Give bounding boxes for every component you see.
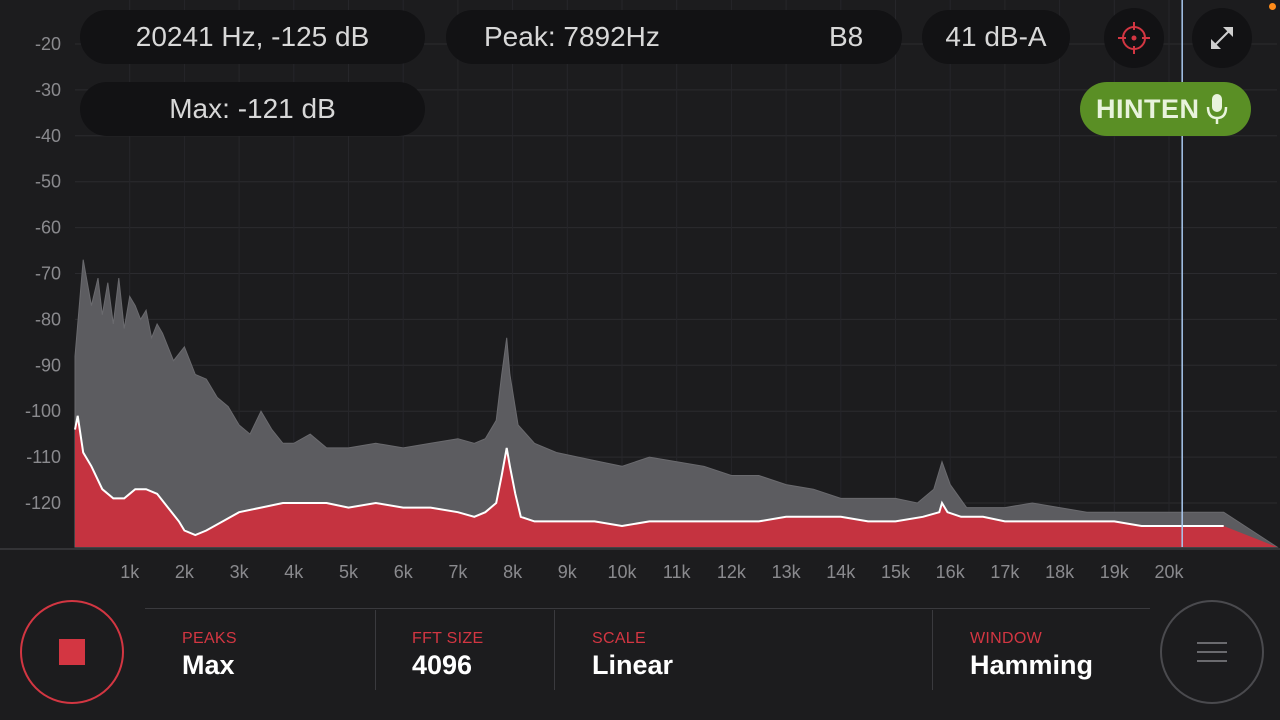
y-tick-label: -110 <box>26 447 61 467</box>
x-tick-label: 11k <box>663 562 692 582</box>
x-tick-label: 17k <box>990 562 1020 582</box>
y-tick-label: -90 <box>35 355 61 375</box>
menu-button[interactable] <box>1160 600 1264 704</box>
setting-fft-size[interactable]: FFT SIZE 4096 <box>412 630 483 681</box>
y-tick-label: -100 <box>25 401 61 421</box>
y-tick-label: -120 <box>25 493 61 513</box>
level-text: 41 dB-A <box>945 21 1047 52</box>
control-bar-divider <box>145 608 1150 609</box>
x-tick-label: 5k <box>339 562 359 582</box>
y-tick-label: -30 <box>35 80 61 100</box>
microphone-icon <box>1206 94 1227 124</box>
x-tick-label: 15k <box>881 562 911 582</box>
max-level-text: Max: -121 dB <box>169 93 336 124</box>
input-source-label: HINTEN <box>1096 93 1200 124</box>
setting-divider <box>932 610 933 690</box>
y-axis-ticks: -20 -30 -40 -50 -60 -70 -80 -90 -100 -110 -120 <box>25 34 61 513</box>
setting-value: Max <box>182 650 235 680</box>
cursor-readout-text: 20241 Hz, -125 dB <box>135 21 370 52</box>
setting-value: Hamming <box>970 650 1094 680</box>
stop-icon <box>59 639 85 665</box>
stop-button[interactable] <box>20 600 124 704</box>
x-tick-label: 12k <box>717 562 747 582</box>
peak-note-text: B8 <box>829 21 864 52</box>
setting-label: FFT SIZE <box>412 630 484 647</box>
x-tick-label: 8k <box>503 562 523 582</box>
crosshair-icon <box>1118 22 1150 54</box>
setting-value: Linear <box>592 650 674 680</box>
setting-scale[interactable]: SCALE Linear <box>592 630 673 681</box>
cursor-readout: 20241 Hz, -125 dB <box>80 10 425 64</box>
x-tick-label: 10k <box>607 562 637 582</box>
x-tick-label: 19k <box>1100 562 1130 582</box>
x-tick-label: 9k <box>558 562 578 582</box>
setting-label: SCALE <box>592 630 646 647</box>
x-axis-ticks: 1k 2k 3k 4k 5k 6k 7k 8k 9k 10k 11k 12k 13k 14k 15k 16k 1… <box>120 562 1184 582</box>
collapse-button[interactable] <box>1192 8 1252 68</box>
x-tick-label: 1k <box>120 562 140 582</box>
max-readout: Max: -121 dB <box>80 82 425 136</box>
level-readout: 41 dB-A <box>922 10 1070 64</box>
collapse-icon <box>1211 27 1233 49</box>
x-tick-label: 16k <box>936 562 966 582</box>
x-tick-label: 18k <box>1045 562 1075 582</box>
x-tick-label: 4k <box>284 562 304 582</box>
status-indicator-dot <box>1269 3 1276 10</box>
y-tick-label: -60 <box>35 218 61 238</box>
hamburger-menu-icon <box>1197 642 1227 662</box>
x-tick-label: 3k <box>230 562 250 582</box>
x-tick-label: 20k <box>1154 562 1184 582</box>
setting-divider <box>375 610 376 690</box>
live-spectrum-line <box>74 415 1224 537</box>
live-spectrum-area <box>75 415 1277 547</box>
x-tick-label: 6k <box>394 562 414 582</box>
setting-value: 4096 <box>412 650 473 680</box>
y-tick-label: -50 <box>35 172 61 192</box>
setting-divider <box>554 610 555 690</box>
control-bar: PEAKS Max FFT SIZE 4096 SCALE Linear WIN… <box>0 600 1280 720</box>
y-tick-label: -70 <box>35 264 61 284</box>
setting-window[interactable]: WINDOW Hamming <box>970 630 1093 681</box>
x-tick-label: 13k <box>772 562 802 582</box>
y-tick-label: -20 <box>35 34 61 54</box>
setting-peaks[interactable]: PEAKS Max <box>182 630 237 681</box>
peak-frequency-text: Peak: 7892Hz <box>484 21 660 52</box>
x-tick-label: 14k <box>826 562 856 582</box>
setting-label: WINDOW <box>970 630 1043 647</box>
max-hold-area <box>74 259 1279 548</box>
input-source-badge[interactable]: HINTEN <box>1080 82 1251 136</box>
peak-readout: Peak: 7892Hz B8 <box>446 10 902 64</box>
target-button[interactable] <box>1104 8 1164 68</box>
setting-label: PEAKS <box>182 630 237 647</box>
y-tick-label: -40 <box>35 126 61 146</box>
x-tick-label: 2k <box>175 562 195 582</box>
y-tick-label: -80 <box>35 309 61 329</box>
x-tick-label: 7k <box>448 562 468 582</box>
